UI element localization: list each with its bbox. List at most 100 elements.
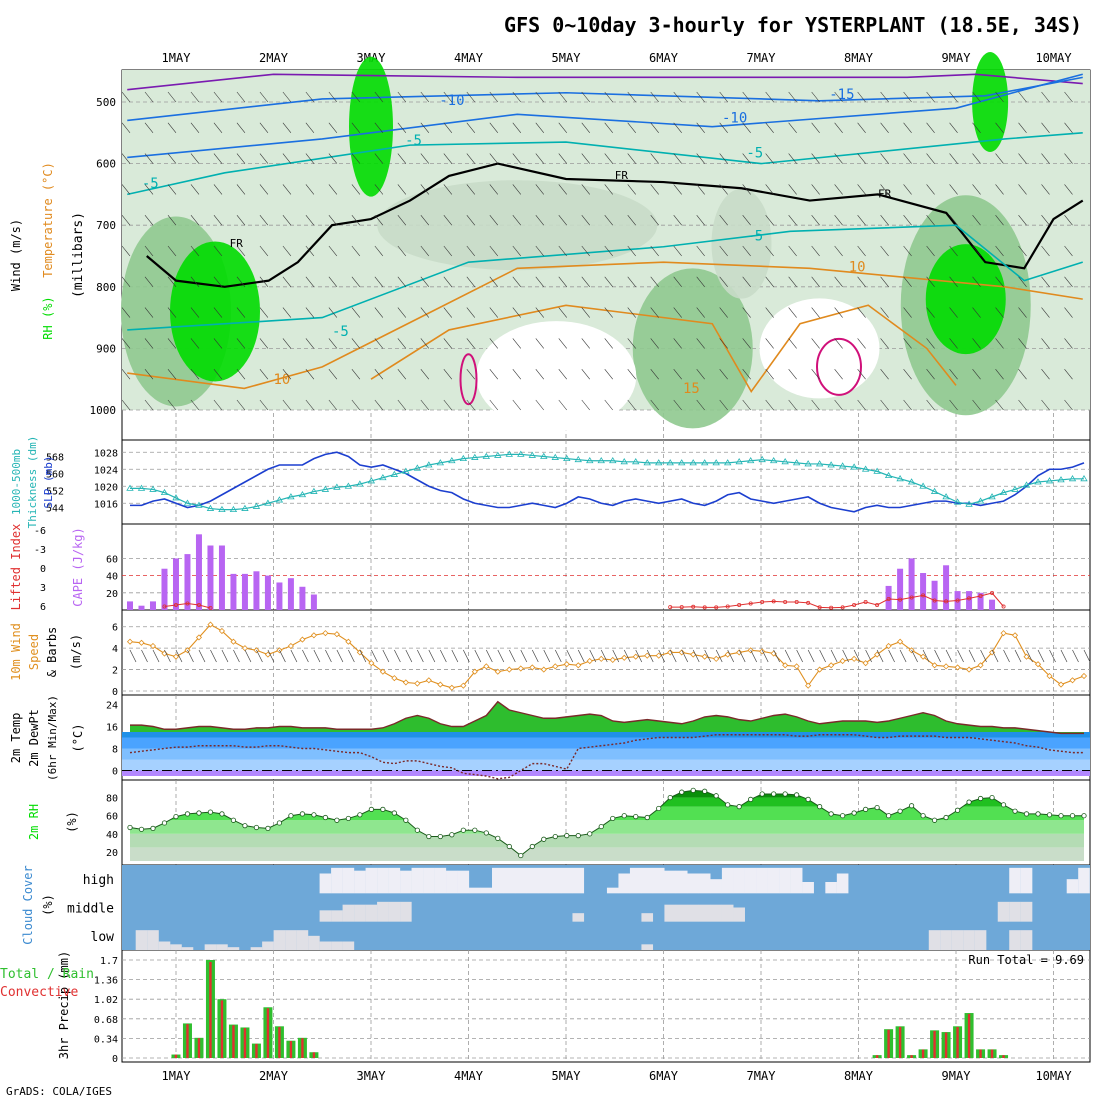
- wind-barb: [857, 122, 866, 133]
- cloud-cell: [514, 867, 527, 894]
- wind-barb: [443, 307, 453, 318]
- rh-point: [759, 791, 765, 797]
- wind-speed-point: [1069, 677, 1076, 684]
- surface-wind-barb: [715, 649, 723, 663]
- cloud-cell: [641, 867, 654, 894]
- rh-point: [483, 830, 489, 836]
- wind-barb: [374, 369, 384, 380]
- wind-barb: [880, 122, 889, 133]
- wind-barb: [374, 399, 384, 411]
- wind-barb: [627, 338, 636, 349]
- side-label-millibars: (millibars): [71, 212, 86, 298]
- wind-speed-point: [931, 662, 938, 669]
- wind-barb: [466, 184, 476, 195]
- wind-barb: [581, 215, 590, 226]
- wind-barb: [696, 91, 705, 103]
- wind-speed-point: [816, 666, 823, 673]
- wind-barb: [489, 122, 499, 133]
- wind-barb: [788, 153, 797, 164]
- wind-speed-point: [195, 634, 203, 641]
- wind-barb: [305, 184, 315, 195]
- top-day-label: 9MAY: [942, 51, 972, 65]
- wind-barb: [811, 184, 820, 195]
- wind-barb: [351, 276, 361, 287]
- isotherm-label: -10: [439, 93, 464, 109]
- wind-barb: [696, 215, 705, 226]
- wind-barb: [328, 369, 338, 380]
- wind-speed-point: [241, 645, 249, 652]
- precip-convective-bar: [289, 1041, 293, 1058]
- wind-barb: [236, 184, 246, 195]
- wind-barb: [535, 184, 545, 195]
- wind-speed-point: [299, 636, 306, 643]
- top-day-label: 7MAY: [747, 51, 777, 65]
- thickness-point: [1034, 478, 1042, 485]
- rh-tick-label: 80: [106, 794, 118, 805]
- surface-wind-barb: [256, 649, 263, 663]
- wind-tick-label: 6: [112, 623, 118, 634]
- thickness-point: [321, 485, 330, 492]
- precip-tick-label: 0.68: [94, 1015, 118, 1026]
- thickness-point: [586, 456, 594, 464]
- wind-speed-point: [667, 649, 674, 656]
- cloud-cell: [492, 867, 504, 894]
- surface-wind-barb: [1049, 649, 1056, 663]
- side-label-rh: RH (%): [41, 296, 55, 339]
- side-label-lifted-index: Lifted Index: [9, 524, 23, 611]
- top-day-label: 10MAY: [1035, 51, 1072, 65]
- wind-barb: [972, 338, 981, 349]
- top-day-label: 6MAY: [649, 51, 679, 65]
- wind-barb: [213, 153, 223, 164]
- wind-barb: [512, 338, 522, 349]
- wind-barb: [696, 153, 705, 164]
- thickness-point: [942, 493, 950, 500]
- wind-barb: [489, 276, 499, 287]
- cloud-cell: [158, 941, 171, 950]
- cloud-cell: [1078, 867, 1090, 894]
- thickness-point: [195, 501, 203, 508]
- wind-barb: [259, 307, 269, 318]
- wind-barb: [512, 122, 522, 133]
- wind-barb: [650, 91, 659, 103]
- precip-convective-bar: [220, 1000, 224, 1058]
- wind-barb: [673, 399, 682, 411]
- rh-band: [130, 833, 1084, 848]
- pressure-tick-label: 500: [96, 96, 116, 109]
- thickness-point: [758, 455, 766, 463]
- wind-barb: [397, 369, 407, 380]
- wind-speed-point: [230, 638, 237, 645]
- wind-barb: [397, 184, 407, 195]
- rh-point: [541, 836, 547, 842]
- wind-barb: [512, 245, 522, 257]
- wind-barb: [236, 276, 246, 287]
- wind-barb: [489, 215, 499, 226]
- wind-barb: [351, 184, 361, 195]
- cloud-cell: [331, 910, 343, 922]
- wind-barb: [650, 153, 659, 164]
- surface-wind-barb: [359, 649, 367, 663]
- thickness-point: [689, 459, 697, 466]
- cloud-cell: [1009, 901, 1021, 922]
- surface-wind-barb: [279, 649, 286, 663]
- wind-barb: [374, 307, 384, 318]
- cape-bar: [897, 568, 904, 610]
- wind-barb: [259, 338, 269, 349]
- thickness-point: [183, 499, 192, 506]
- rh-point: [679, 789, 685, 795]
- wind-barb: [811, 91, 820, 103]
- chart-title: GFS 0~10day 3-hourly for YSTERPLANT (18.…: [504, 13, 1082, 37]
- rh-point: [656, 805, 662, 812]
- wind-barb: [581, 91, 590, 103]
- rh-shaded-region: [711, 188, 772, 299]
- wind-barb: [259, 91, 269, 103]
- rh-point: [138, 826, 145, 832]
- freezing-level-label: FR: [230, 237, 244, 250]
- wind-barb: [857, 245, 866, 257]
- top-day-label: 8MAY: [844, 51, 874, 65]
- rh-point: [380, 806, 386, 812]
- side-label-barbs: & Barbs: [45, 627, 59, 678]
- thickness-point: [241, 504, 249, 511]
- cape-bar: [218, 545, 225, 610]
- rh-point: [460, 827, 466, 833]
- wind-barb: [558, 369, 568, 380]
